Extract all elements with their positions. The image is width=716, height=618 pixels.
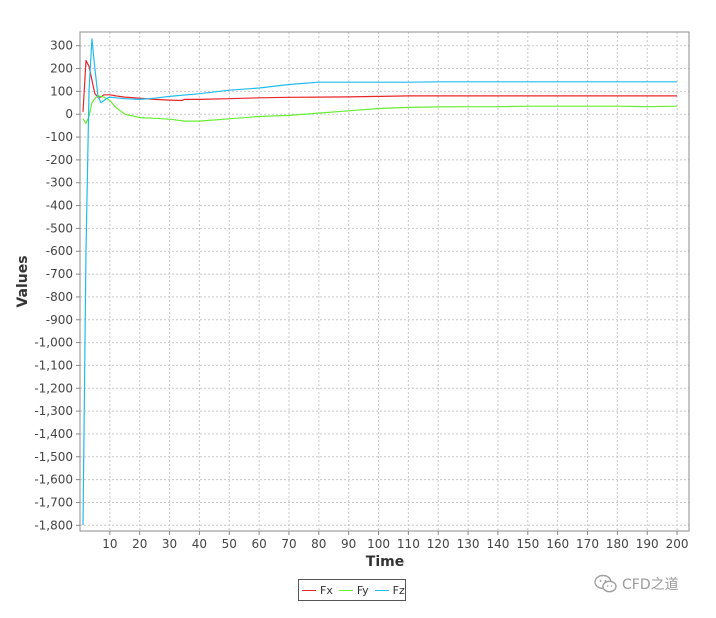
y-tick-label: -1,700 — [34, 495, 73, 509]
y-tick-label: -1,300 — [34, 404, 73, 418]
legend-swatch-fz — [374, 589, 389, 591]
x-tick-label: 50 — [222, 537, 237, 551]
watermark: CFD之道 — [594, 574, 679, 594]
x-tick-label: 90 — [341, 537, 356, 551]
y-tick-label: -700 — [46, 267, 73, 281]
x-tick-label: 30 — [162, 537, 177, 551]
x-tick-label: 150 — [516, 537, 539, 551]
y-tick-label: -1,600 — [34, 473, 73, 487]
y-tick-label: 100 — [50, 84, 73, 98]
y-tick-label: -1,800 — [34, 518, 73, 532]
y-tick-label: 200 — [50, 62, 73, 76]
y-tick-label: -400 — [46, 199, 73, 213]
x-tick-label: 60 — [251, 537, 266, 551]
y-tick-label: -1,100 — [34, 358, 73, 372]
watermark-text: CFD之道 — [622, 577, 679, 593]
grid-layer — [80, 32, 689, 531]
legend-swatch-fx — [302, 589, 316, 591]
y-tick-label: -500 — [46, 221, 73, 235]
y-tick-label: -900 — [46, 313, 73, 327]
legend-label-fy: Fy — [356, 583, 369, 597]
y-axis-label: Values — [15, 255, 31, 307]
legend-label-fz: Fz — [392, 583, 405, 597]
x-tick-label: 10 — [102, 537, 117, 551]
y-tick-label: -800 — [46, 290, 73, 304]
y-tick-label: 0 — [65, 107, 73, 121]
y-tick-label: 300 — [50, 39, 73, 53]
legend-item-fy: Fy — [338, 583, 369, 597]
legend-swatch-fy — [338, 589, 353, 591]
x-axis-label: Time — [366, 554, 404, 570]
x-tick-label: 20 — [132, 537, 147, 551]
y-tick-label: -1,400 — [34, 427, 73, 441]
series-line-fz — [82, 38, 678, 526]
x-tick-label: 180 — [606, 537, 629, 551]
x-tick-label: 40 — [192, 537, 207, 551]
legend: Fx Fy Fz — [298, 579, 406, 601]
x-tick-label: 120 — [427, 537, 450, 551]
x-tick-label: 200 — [666, 537, 689, 551]
series-layer — [82, 38, 678, 526]
x-tick-label: 80 — [311, 537, 326, 551]
y-tick-label: -300 — [46, 176, 73, 190]
x-tick-label: 110 — [397, 537, 420, 551]
y-tick-label: -600 — [46, 244, 73, 258]
plot-border — [79, 31, 690, 532]
x-tick-label: 140 — [486, 537, 509, 551]
axis-layer: 10 20 30 40 50 60 70 80 90 100 110 120 130 140 150 160 1… — [34, 31, 690, 551]
y-tick-label: -1,500 — [34, 450, 73, 464]
x-tick-label: 100 — [367, 537, 390, 551]
y-tick-label: -1,200 — [34, 381, 73, 395]
x-tick-label: 190 — [636, 537, 659, 551]
y-tick-label: -1,000 — [34, 336, 73, 350]
legend-item-fx: Fx — [302, 584, 333, 597]
legend-label-fx: Fx — [320, 583, 333, 597]
plot-background — [80, 32, 689, 531]
x-tick-label: 170 — [576, 537, 599, 551]
y-tick-label: -100 — [46, 130, 73, 144]
x-tick-label: 130 — [457, 537, 480, 551]
x-tick-label: 160 — [546, 537, 569, 551]
y-tick-label: -200 — [46, 153, 73, 167]
wechat-icon — [594, 574, 617, 593]
legend-item-fz: Fz — [374, 583, 405, 597]
x-tick-label: 70 — [281, 537, 296, 551]
